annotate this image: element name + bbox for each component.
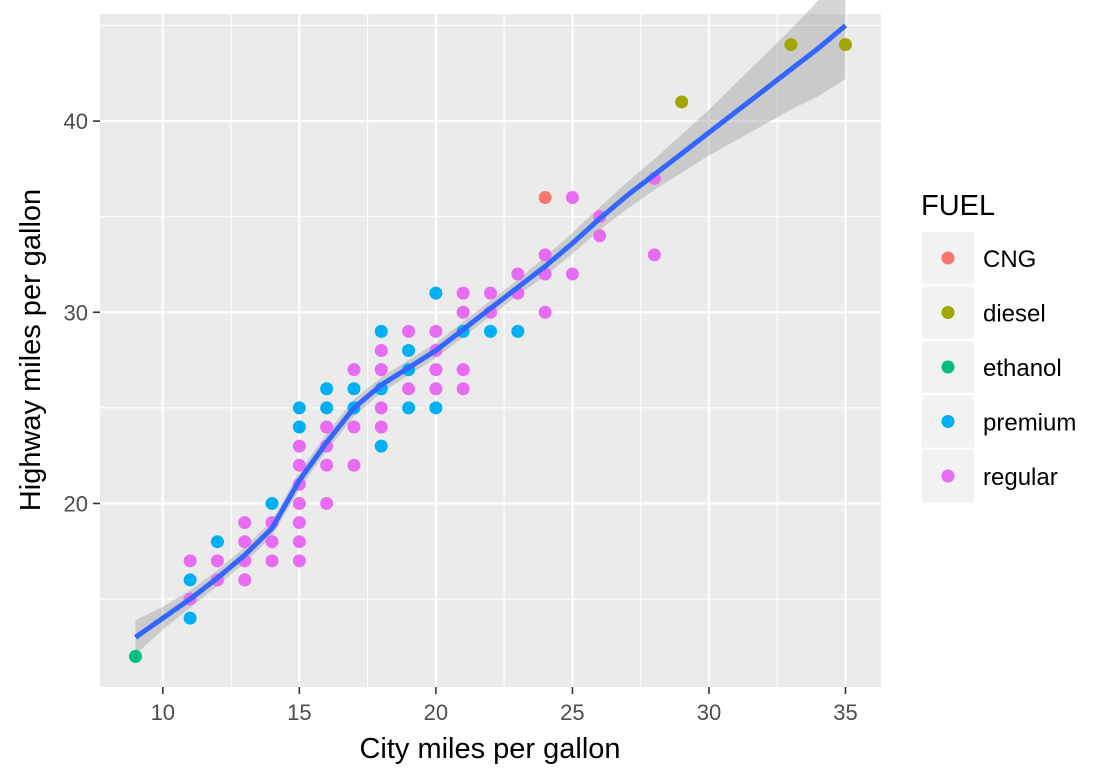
x-tick-label: 30 — [697, 700, 721, 725]
point-regular — [402, 324, 416, 338]
point-premium — [429, 401, 443, 415]
point-regular — [292, 516, 306, 530]
point-regular — [565, 267, 579, 281]
legend: FUEL CNG diesel ethanol premium regular — [921, 190, 1076, 502]
y-tick-label: 40 — [64, 109, 88, 134]
point-premium — [210, 535, 224, 549]
point-regular — [538, 248, 552, 262]
point-regular — [456, 363, 470, 377]
x-axis: 10 15 20 25 30 35 — [151, 687, 858, 725]
point-regular — [429, 363, 443, 377]
point-regular — [374, 401, 388, 415]
smooth-line — [134, 23, 848, 640]
point-diesel — [784, 38, 798, 52]
point-premium — [320, 382, 334, 396]
legend-label: CNG — [983, 246, 1036, 273]
point-regular — [429, 382, 443, 396]
point-regular — [320, 420, 334, 434]
point-regular — [265, 535, 279, 549]
x-tick-label: 35 — [833, 700, 857, 725]
point-regular — [320, 458, 334, 472]
point-regular — [456, 305, 470, 319]
point-premium — [429, 286, 443, 300]
point-premium — [402, 401, 416, 415]
point-regular — [292, 458, 306, 472]
point-regular — [238, 573, 252, 587]
y-tick-label: 20 — [64, 491, 88, 516]
point-regular — [565, 191, 579, 205]
point-regular — [320, 496, 334, 510]
point-regular — [265, 554, 279, 568]
x-tick-label: 10 — [151, 700, 175, 725]
point-premium — [292, 420, 306, 434]
point-regular — [292, 535, 306, 549]
legend-entry-premium: premium — [922, 395, 1076, 448]
x-tick-label: 15 — [287, 700, 311, 725]
legend-swatch — [941, 360, 955, 374]
point-premium — [183, 573, 197, 587]
point-regular — [402, 382, 416, 396]
legend-swatch — [941, 415, 955, 428]
legend-label: premium — [983, 410, 1076, 437]
point-diesel — [675, 95, 689, 109]
smooth-line-path — [134, 23, 848, 640]
point-regular — [347, 363, 361, 377]
point-regular — [347, 458, 361, 472]
legend-entries: CNG diesel ethanol premium regular — [922, 232, 1076, 502]
grid-major — [100, 14, 881, 687]
point-regular — [347, 420, 361, 434]
point-regular — [374, 344, 388, 357]
point-premium — [374, 439, 388, 453]
y-axis: 20 30 40 — [64, 109, 100, 516]
legend-entry-cng: CNG — [922, 232, 1036, 284]
point-ethanol — [129, 649, 142, 663]
point-regular — [183, 554, 197, 568]
point-premium — [183, 611, 197, 625]
point-regular — [238, 535, 252, 549]
y-axis-title: Highway miles per gallon — [15, 189, 47, 511]
point-premium — [511, 324, 525, 338]
legend-title: FUEL — [921, 190, 995, 222]
point-premium — [402, 344, 416, 357]
point-regular — [456, 286, 470, 300]
point-regular — [292, 496, 306, 510]
point-regular — [292, 554, 306, 568]
point-premium — [292, 401, 306, 415]
grid-minor — [100, 14, 881, 687]
point-regular — [238, 516, 252, 530]
point-regular — [593, 229, 607, 243]
legend-swatch — [941, 306, 955, 319]
legend-label: diesel — [983, 301, 1046, 328]
legend-swatch — [941, 251, 955, 265]
point-regular — [538, 305, 552, 319]
x-axis-title: City miles per gallon — [359, 733, 620, 765]
point-regular — [210, 554, 224, 568]
point-premium — [347, 382, 361, 396]
legend-swatch — [941, 469, 955, 483]
legend-entry-regular: regular — [922, 450, 1058, 502]
point-regular — [374, 363, 388, 377]
point-premium — [374, 324, 388, 338]
y-tick-label: 30 — [64, 300, 88, 325]
point-regular — [292, 439, 306, 453]
point-premium — [320, 401, 334, 415]
point-regular — [511, 267, 525, 281]
legend-label: regular — [983, 464, 1058, 491]
legend-entry-ethanol: ethanol — [922, 341, 1062, 393]
point-cng — [538, 191, 552, 205]
legend-label: ethanol — [983, 355, 1062, 382]
point-diesel — [839, 38, 852, 52]
point-regular — [484, 286, 497, 300]
point-regular — [374, 420, 388, 434]
point-premium — [265, 496, 279, 510]
x-tick-label: 20 — [424, 700, 448, 725]
plot-panel — [100, 14, 881, 687]
point-regular — [647, 248, 661, 262]
point-regular — [429, 324, 443, 338]
legend-entry-diesel: diesel — [922, 286, 1046, 339]
x-tick-label: 25 — [560, 700, 584, 725]
point-premium — [484, 324, 497, 338]
point-regular — [456, 382, 470, 396]
